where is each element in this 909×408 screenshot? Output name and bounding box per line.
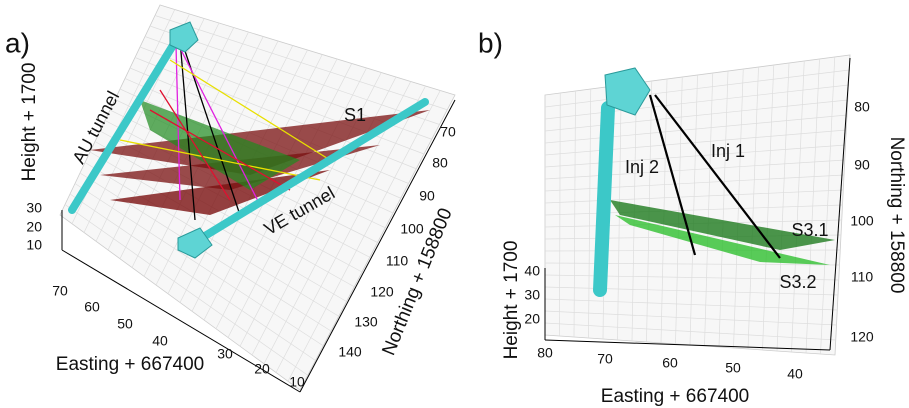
panel-label: a) (5, 27, 30, 58)
grid-line (544, 204, 843, 216)
tick-label: 90 (854, 157, 870, 173)
tick-label: 80 (854, 99, 870, 115)
tick-label: 20 (26, 219, 42, 235)
panel-label: b) (478, 27, 503, 58)
tick-label: 120 (850, 329, 874, 345)
tick-label: 60 (84, 299, 100, 315)
grid-line (215, 63, 353, 329)
tick-label: 70 (440, 124, 456, 140)
grid-line (776, 62, 790, 352)
grid-line (287, 90, 441, 382)
grid-line (227, 67, 367, 338)
grid-line (154, 15, 448, 111)
panel-a-scene (59, 4, 456, 393)
annotation: Inj 2 (625, 157, 659, 177)
annotation: S3.1 (791, 220, 828, 240)
grid-line (820, 56, 836, 355)
grid-line (149, 25, 440, 125)
tick-label: 40 (152, 333, 168, 349)
tick-label: 140 (338, 344, 362, 360)
grid-line (239, 72, 382, 347)
annotation: Inj 1 (711, 141, 745, 161)
tick-label: 80 (432, 155, 448, 171)
axis-title: Easting + 667400 (56, 354, 204, 375)
tick-label: 80 (537, 345, 553, 361)
grid-line (733, 68, 744, 349)
grid-line (747, 66, 759, 350)
grid-line (544, 262, 840, 266)
tick-label: 70 (597, 351, 613, 367)
tick-label: 130 (354, 314, 378, 330)
tick-label: 30 (26, 200, 42, 216)
tick-label: 10 (26, 237, 42, 253)
axis-title: Easting + 667400 (601, 386, 749, 407)
tick-label: 10 (289, 374, 305, 390)
tick-label: 30 (524, 287, 540, 303)
tick-label: 60 (662, 355, 678, 371)
tick-label: 40 (524, 263, 540, 279)
tick-label: 40 (787, 366, 803, 382)
grid-line (544, 322, 836, 341)
tick-label: 50 (725, 360, 741, 376)
tick-label: 100 (850, 213, 874, 229)
tick-label: 100 (400, 221, 424, 237)
grid-line (791, 60, 805, 353)
tick-label: 120 (370, 284, 394, 300)
tick-label: 90 (419, 188, 435, 204)
tick-label: 70 (52, 283, 68, 299)
annotation: S1 (344, 105, 366, 125)
tick-label: 20 (524, 311, 540, 327)
tick-label: 50 (117, 316, 133, 332)
grid-line (275, 85, 426, 373)
grid-line (805, 58, 820, 354)
grid-line (134, 57, 417, 170)
grid-line (129, 67, 409, 184)
annotation: S3.2 (779, 272, 816, 292)
grid-line (704, 72, 714, 347)
tick-label: 110 (851, 269, 874, 285)
axis-title: Height + 1700 (19, 63, 40, 182)
axis-title: Northing + 158800 (886, 137, 907, 294)
panel-b-scene (544, 54, 851, 356)
axis-title: Height + 1700 (501, 241, 522, 360)
grid-line (544, 310, 837, 326)
tick-label: 30 (217, 346, 233, 362)
tick-label: 110 (386, 253, 409, 269)
tick-label: 20 (254, 361, 270, 377)
grid-line (718, 70, 729, 348)
grid-line (139, 46, 425, 155)
grid-line (762, 64, 775, 351)
grid-line (544, 298, 838, 311)
